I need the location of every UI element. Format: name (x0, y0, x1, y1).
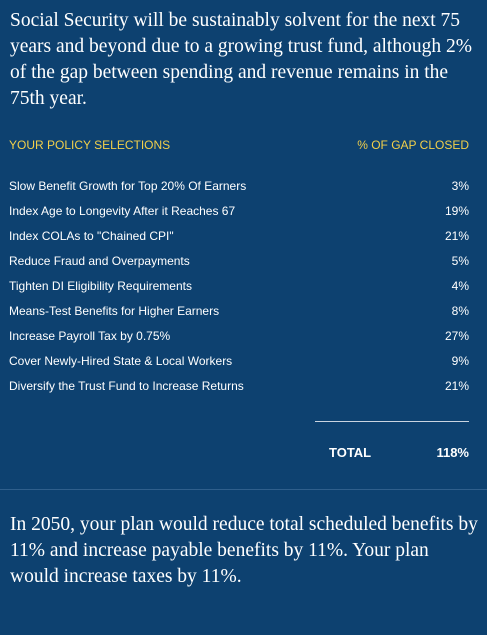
policy-label: Cover Newly-Hired State & Local Workers (9, 354, 233, 368)
total-row: TOTAL 118% (329, 445, 469, 461)
policy-row: Cover Newly-Hired State & Local Workers … (9, 352, 469, 377)
policy-row: Reduce Fraud and Overpayments 5% (9, 252, 469, 277)
policy-gap-percent: 21% (444, 379, 469, 393)
policy-row: Slow Benefit Growth for Top 20% Of Earne… (9, 177, 469, 202)
policy-row: Index COLAs to "Chained CPI" 21% (9, 227, 469, 252)
policy-selections-header: YOUR POLICY SELECTIONS (9, 138, 171, 152)
policy-row: Means-Test Benefits for Higher Earners 8… (9, 302, 469, 327)
policy-label: Index COLAs to "Chained CPI" (9, 229, 174, 243)
table-header: YOUR POLICY SELECTIONS % OF GAP CLOSED (9, 138, 469, 154)
policy-label: Increase Payroll Tax by 0.75% (9, 329, 171, 343)
policy-label: Means-Test Benefits for Higher Earners (9, 304, 220, 318)
policy-label: Reduce Fraud and Overpayments (9, 254, 190, 268)
policy-row: Increase Payroll Tax by 0.75% 27% (9, 327, 469, 352)
policy-gap-percent: 9% (451, 354, 469, 368)
policy-label: Slow Benefit Growth for Top 20% Of Earne… (9, 179, 247, 193)
gap-closed-header: % OF GAP CLOSED (357, 138, 469, 152)
policy-label: Index Age to Longevity After it Reaches … (9, 204, 236, 218)
policy-selections-list: Slow Benefit Growth for Top 20% Of Earne… (9, 177, 469, 402)
policy-row: Diversify the Trust Fund to Increase Ret… (9, 377, 469, 402)
policy-row: Index Age to Longevity After it Reaches … (9, 202, 469, 227)
policy-row: Tighten DI Eligibility Requirements 4% (9, 277, 469, 302)
plan-impact-summary: In 2050, your plan would reduce total sc… (10, 514, 478, 587)
section-divider (0, 489, 487, 490)
total-divider (315, 421, 469, 422)
policy-label: Tighten DI Eligibility Requirements (9, 279, 192, 293)
policy-gap-percent: 19% (444, 204, 469, 218)
policy-gap-percent: 3% (451, 179, 469, 193)
total-label: TOTAL (329, 445, 372, 460)
policy-gap-percent: 8% (451, 304, 469, 318)
policy-gap-percent: 27% (444, 329, 469, 343)
solvency-summary: Social Security will be sustainably solv… (10, 10, 472, 109)
policy-label: Diversify the Trust Fund to Increase Ret… (9, 379, 244, 393)
policy-gap-percent: 21% (444, 229, 469, 243)
policy-gap-percent: 4% (451, 279, 469, 293)
total-value: 118% (436, 445, 469, 460)
policy-gap-percent: 5% (451, 254, 469, 268)
